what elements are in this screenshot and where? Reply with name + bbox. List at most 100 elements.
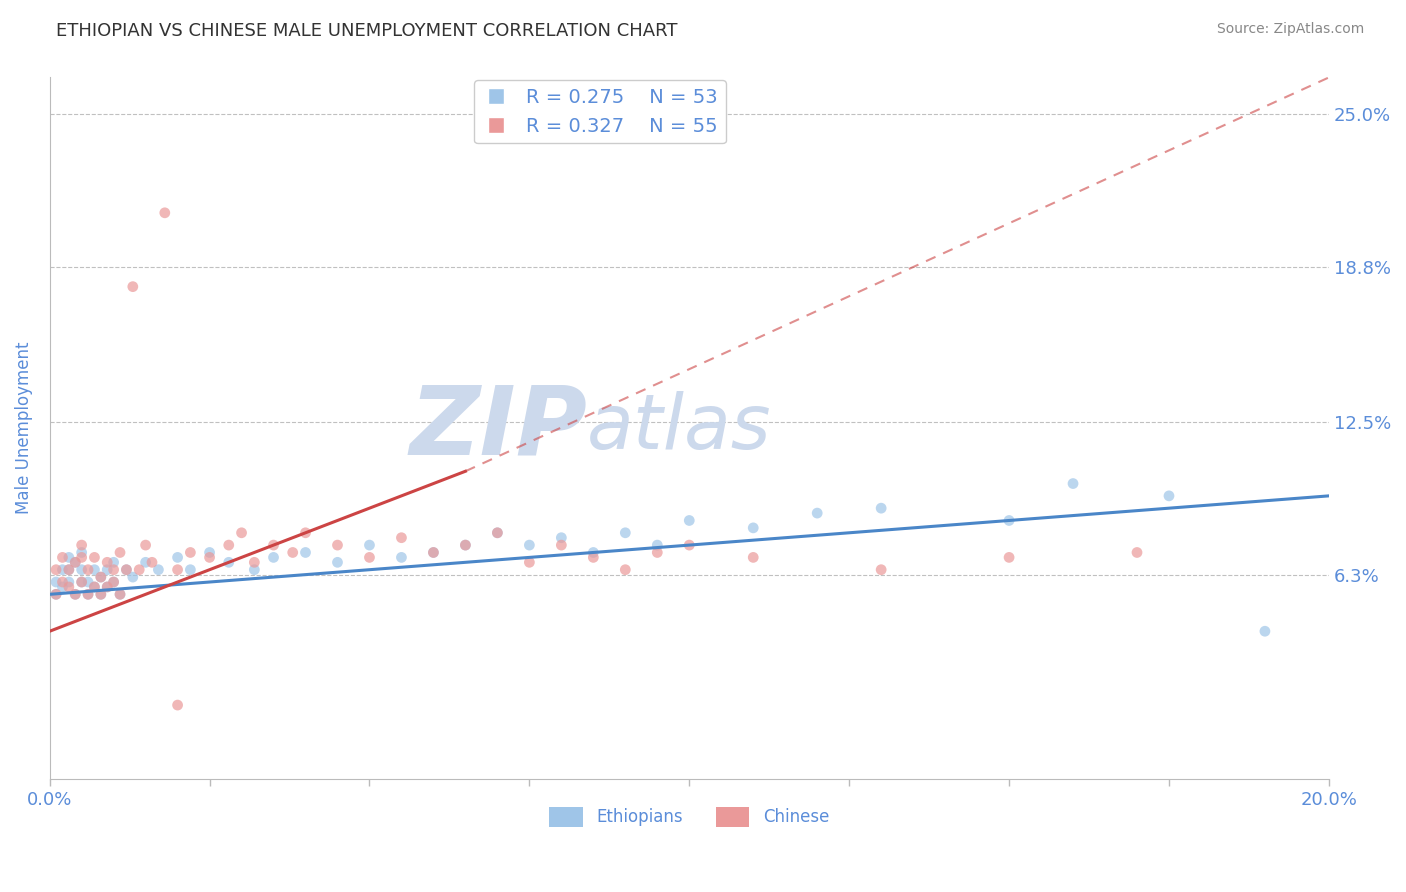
Point — [108, 545, 131, 559]
Point — [108, 587, 131, 601]
Point — [65, 587, 87, 601]
Point — [77, 574, 100, 589]
Point — [179, 545, 201, 559]
Point — [121, 279, 143, 293]
Point — [519, 555, 541, 569]
Point — [77, 587, 100, 601]
Point — [1254, 624, 1277, 639]
Point — [103, 563, 125, 577]
Point — [486, 525, 509, 540]
Point — [550, 531, 572, 545]
Point — [1157, 489, 1180, 503]
Point — [103, 555, 125, 569]
Point — [83, 563, 105, 577]
Text: atlas: atlas — [586, 392, 772, 466]
Point — [45, 574, 67, 589]
Point — [70, 545, 93, 559]
Point — [135, 555, 157, 569]
Point — [218, 555, 240, 569]
Point — [645, 538, 668, 552]
Point — [281, 545, 304, 559]
Point — [454, 538, 477, 552]
Point — [70, 574, 93, 589]
Point — [58, 574, 80, 589]
Point — [294, 545, 316, 559]
Point — [77, 563, 100, 577]
Point — [198, 545, 221, 559]
Point — [153, 206, 176, 220]
Point — [294, 525, 316, 540]
Y-axis label: Male Unemployment: Male Unemployment — [15, 342, 32, 515]
Point — [65, 555, 87, 569]
Point — [51, 574, 73, 589]
Point — [51, 580, 73, 594]
Point — [70, 574, 93, 589]
Point — [179, 563, 201, 577]
Point — [870, 501, 893, 516]
Point — [742, 550, 765, 565]
Point — [998, 550, 1021, 565]
Point — [614, 525, 637, 540]
Point — [645, 545, 668, 559]
Text: ZIP: ZIP — [409, 382, 586, 475]
Point — [90, 570, 112, 584]
Point — [454, 538, 477, 552]
Point — [103, 574, 125, 589]
Point — [422, 545, 444, 559]
Point — [391, 550, 413, 565]
Point — [90, 587, 112, 601]
Point — [51, 550, 73, 565]
Point — [115, 563, 138, 577]
Text: Source: ZipAtlas.com: Source: ZipAtlas.com — [1216, 22, 1364, 37]
Point — [391, 531, 413, 545]
Point — [998, 513, 1021, 527]
Point — [678, 513, 700, 527]
Point — [96, 580, 118, 594]
Point — [231, 525, 253, 540]
Point — [115, 563, 138, 577]
Point — [83, 580, 105, 594]
Point — [198, 550, 221, 565]
Point — [90, 570, 112, 584]
Text: ETHIOPIAN VS CHINESE MALE UNEMPLOYMENT CORRELATION CHART: ETHIOPIAN VS CHINESE MALE UNEMPLOYMENT C… — [56, 22, 678, 40]
Point — [45, 587, 67, 601]
Point — [103, 574, 125, 589]
Point — [45, 563, 67, 577]
Point — [70, 550, 93, 565]
Point — [90, 587, 112, 601]
Point — [243, 563, 266, 577]
Point — [582, 545, 605, 559]
Point — [166, 563, 188, 577]
Point — [70, 563, 93, 577]
Point — [218, 538, 240, 552]
Point — [550, 538, 572, 552]
Point — [108, 587, 131, 601]
Point — [870, 563, 893, 577]
Point — [582, 550, 605, 565]
Point — [422, 545, 444, 559]
Point — [51, 563, 73, 577]
Point — [263, 550, 285, 565]
Point — [486, 525, 509, 540]
Point — [83, 580, 105, 594]
Point — [614, 563, 637, 577]
Point — [65, 587, 87, 601]
Point — [263, 538, 285, 552]
Point — [519, 538, 541, 552]
Point — [148, 563, 170, 577]
Point — [70, 538, 93, 552]
Point — [96, 563, 118, 577]
Point — [58, 563, 80, 577]
Point — [65, 555, 87, 569]
Point — [77, 587, 100, 601]
Point — [166, 550, 188, 565]
Legend: Ethiopians, Chinese: Ethiopians, Chinese — [543, 800, 835, 834]
Point — [58, 580, 80, 594]
Point — [96, 555, 118, 569]
Point — [742, 521, 765, 535]
Point — [326, 555, 349, 569]
Point — [359, 550, 381, 565]
Point — [141, 555, 163, 569]
Point — [166, 698, 188, 712]
Point — [243, 555, 266, 569]
